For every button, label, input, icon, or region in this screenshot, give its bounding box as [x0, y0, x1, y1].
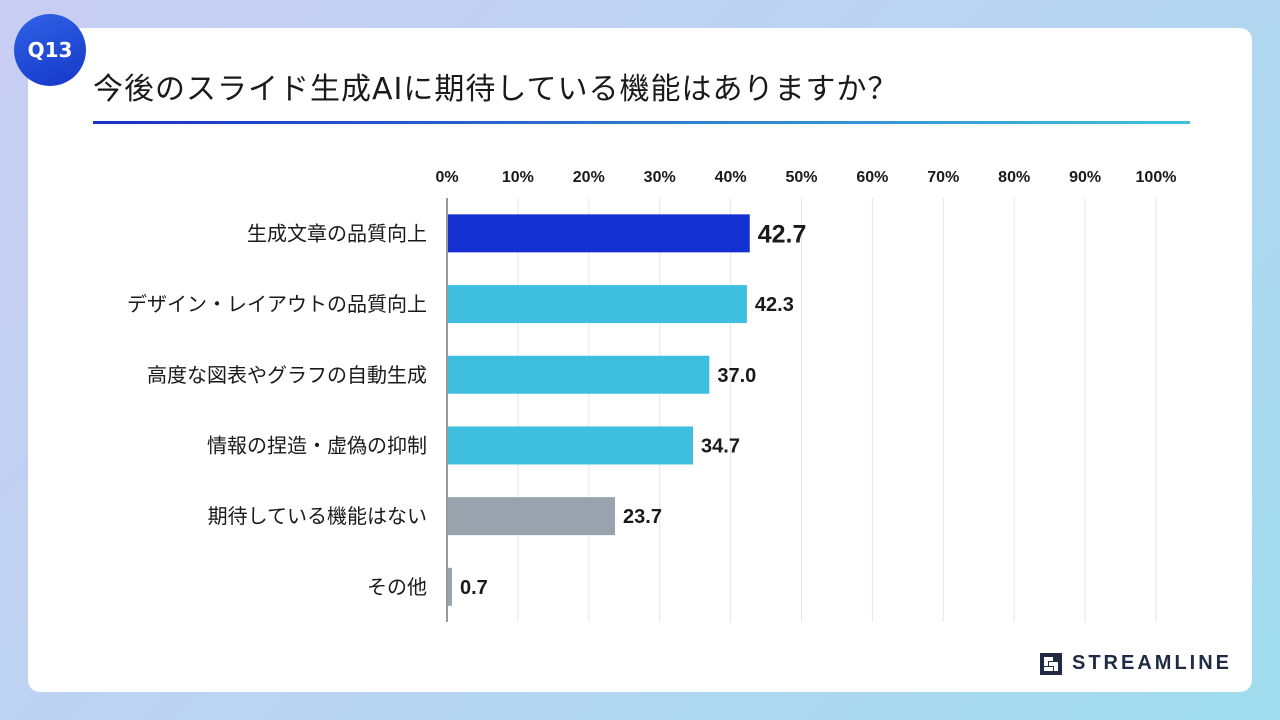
value-label: 0.7	[460, 577, 488, 599]
value-label: 34.7	[701, 435, 740, 457]
bar	[448, 567, 452, 606]
streamline-logo-icon	[1040, 652, 1062, 675]
question-badge: Q13	[14, 14, 86, 86]
category-label: 高度な図表やグラフの自動生成	[147, 363, 427, 387]
value-label: 42.3	[755, 294, 794, 316]
category-label: その他	[367, 575, 427, 599]
x-tick-label: 40%	[715, 169, 747, 186]
title-divider	[93, 121, 1190, 124]
category-label: 生成文章の品質向上	[247, 221, 427, 245]
bar	[448, 285, 747, 324]
x-tick-label: 0%	[435, 169, 458, 186]
brand-logo: STREAMLINE	[1040, 652, 1232, 675]
x-tick-label: 20%	[573, 169, 605, 186]
x-tick-label: 100%	[1136, 169, 1177, 186]
x-tick-label: 80%	[998, 169, 1030, 186]
bar	[448, 214, 750, 253]
x-tick-label: 50%	[785, 169, 817, 186]
x-tick-label: 60%	[856, 169, 888, 186]
value-label: 42.7	[758, 220, 807, 248]
category-label: 情報の捏造・虚偽の抑制	[207, 433, 427, 457]
x-tick-label: 70%	[927, 169, 959, 186]
bar	[448, 497, 616, 536]
chart-title: 今後のスライド生成AIに期待している機能はありますか？	[93, 72, 899, 107]
brand-name: STREAMLINE	[1072, 652, 1232, 674]
category-label: 期待している機能はない	[208, 504, 427, 528]
value-label: 37.0	[717, 365, 756, 387]
x-tick-label: 90%	[1069, 169, 1101, 186]
x-tick-label: 10%	[502, 169, 534, 186]
bar	[448, 426, 694, 465]
bar	[448, 355, 710, 394]
x-tick-label: 30%	[644, 169, 676, 186]
category-label: デザイン・レイアウトの品質向上	[127, 292, 427, 316]
value-label: 23.7	[623, 506, 662, 528]
